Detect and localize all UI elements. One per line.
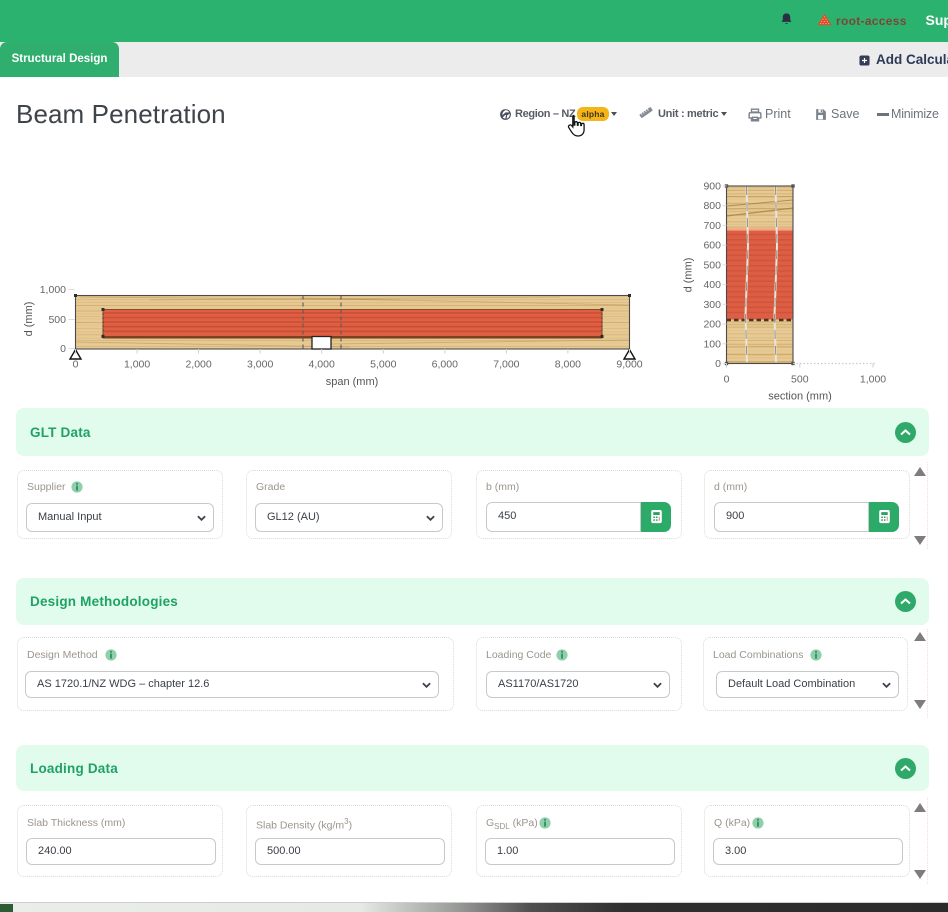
svg-text:500: 500 [791,374,809,386]
svg-text:900: 900 [703,181,721,193]
svg-text:600: 600 [703,240,721,252]
svg-text:500: 500 [703,259,721,271]
svg-text:0: 0 [73,359,79,371]
svg-text:0: 0 [724,374,730,386]
svg-text:1,000: 1,000 [40,284,66,296]
svg-text:6,000: 6,000 [432,359,458,371]
svg-text:1,000: 1,000 [860,374,886,386]
svg-text:400: 400 [703,279,721,291]
svg-text:700: 700 [703,220,721,232]
svg-text:0: 0 [715,358,721,370]
svg-text:0: 0 [60,343,66,355]
svg-text:4,000: 4,000 [309,359,335,371]
svg-text:500: 500 [48,314,66,326]
svg-text:d (mm): d (mm) [23,302,35,337]
svg-text:8,000: 8,000 [555,359,581,371]
svg-text:800: 800 [703,200,721,212]
svg-text:3,000: 3,000 [247,359,273,371]
svg-text:200: 200 [703,319,721,331]
svg-text:2,000: 2,000 [185,359,211,371]
svg-text:1,000: 1,000 [124,359,150,371]
svg-text:300: 300 [703,299,721,311]
svg-text:section (mm): section (mm) [768,391,832,403]
svg-text:span (mm): span (mm) [326,376,379,388]
svg-text:5,000: 5,000 [370,359,396,371]
svg-text:9,000: 9,000 [616,359,642,371]
svg-text:7,000: 7,000 [493,359,519,371]
svg-text:d (mm): d (mm) [683,258,695,293]
svg-text:100: 100 [703,338,721,350]
